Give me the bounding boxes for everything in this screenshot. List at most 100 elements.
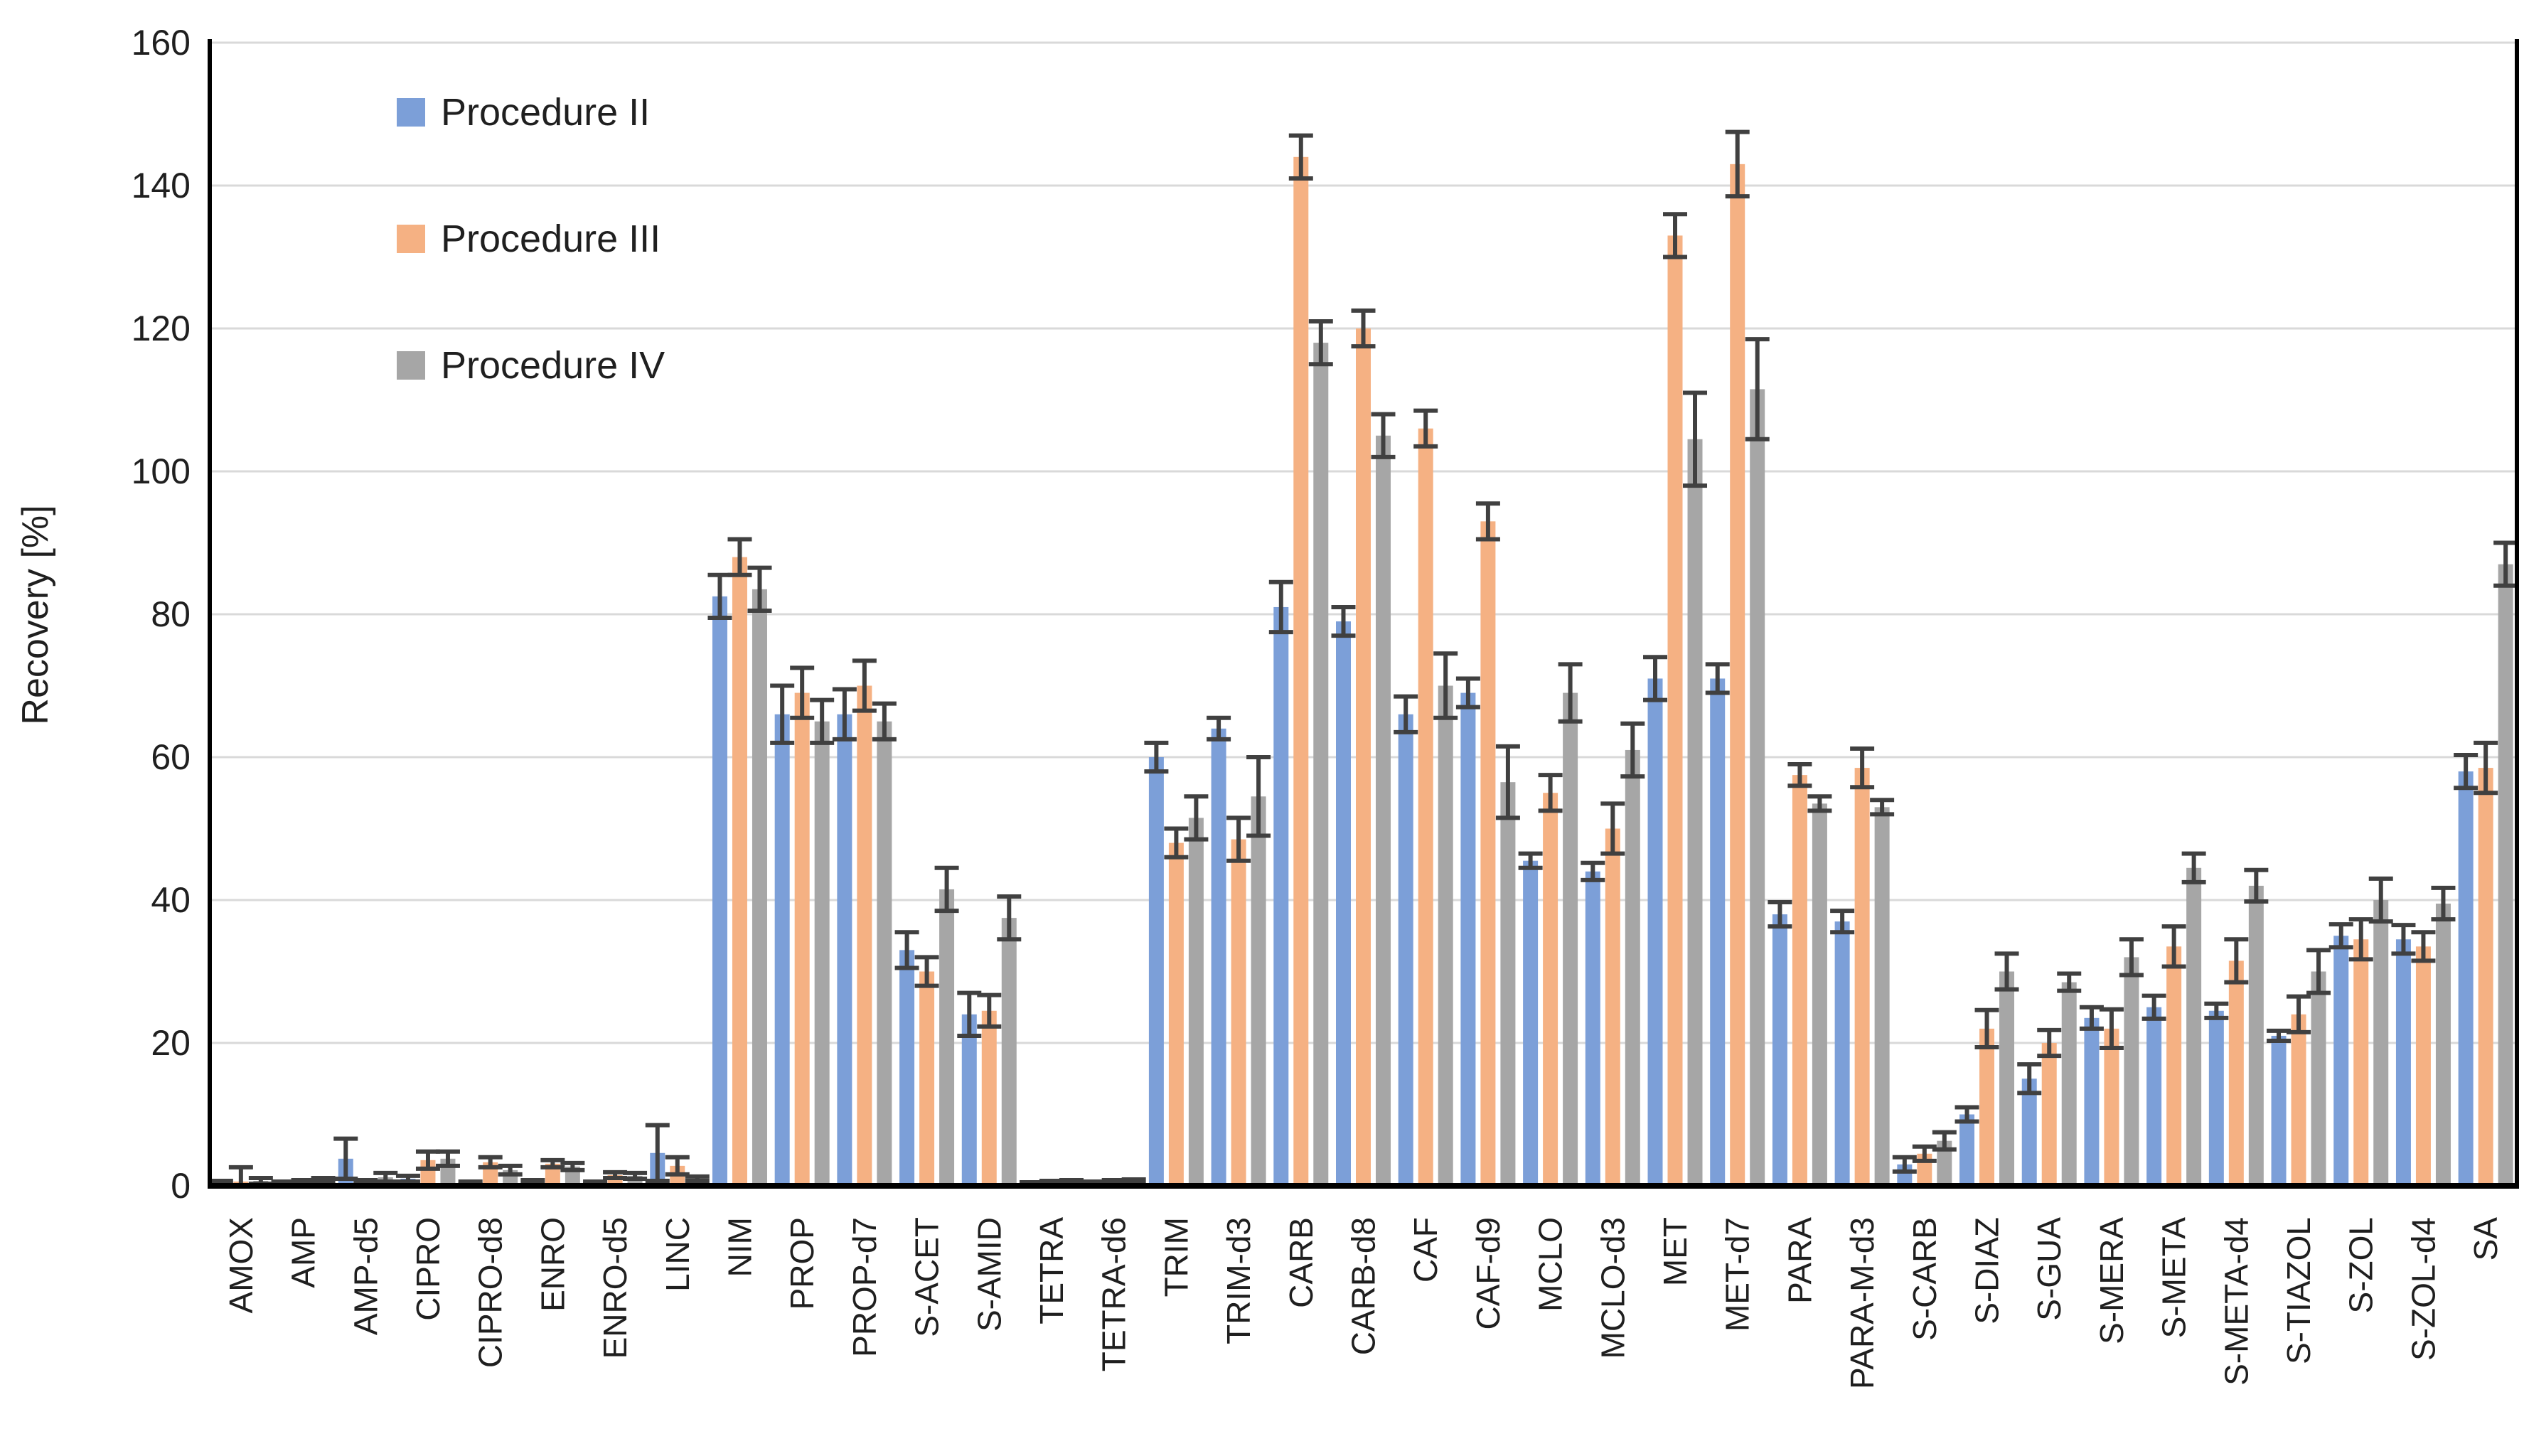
y-tick-label: 80 bbox=[151, 594, 191, 634]
bar-S-ZOL-d4 bbox=[2415, 946, 2431, 1186]
y-tick-labels: 0 20 40 60 80 100 120 140 160 bbox=[132, 23, 191, 1206]
bar-S-TIAZOL bbox=[2311, 971, 2326, 1186]
bar-TRIM-d3 bbox=[1251, 796, 1266, 1186]
bar-MET-d7 bbox=[1710, 678, 1726, 1186]
bar-S-META-d4 bbox=[2228, 960, 2244, 1186]
bar-S-CARB bbox=[1937, 1140, 1952, 1186]
bar-SA bbox=[2458, 771, 2474, 1186]
x-category-label: S-META bbox=[2156, 1217, 2193, 1339]
bar-CAF bbox=[1398, 714, 1413, 1186]
bar-TRIM bbox=[1148, 757, 1164, 1186]
x-category-label: NIM bbox=[721, 1217, 758, 1277]
bar-S-ZOL bbox=[2353, 939, 2369, 1186]
x-category-label: SA bbox=[2467, 1217, 2504, 1261]
series-procedure-ii bbox=[213, 596, 2474, 1186]
x-category-label: MCLO bbox=[1532, 1217, 1569, 1312]
series-procedure-iv bbox=[253, 343, 2513, 1187]
bar-S-ACET bbox=[899, 950, 915, 1186]
y-tick-label: 140 bbox=[132, 166, 191, 205]
bar-S-ZOL bbox=[2373, 900, 2389, 1186]
bar-CARB-d8 bbox=[1376, 435, 1391, 1186]
bar-CARB bbox=[1313, 343, 1329, 1187]
bar-S-META-d4 bbox=[2208, 1010, 2224, 1186]
legend-label: Procedure IV bbox=[441, 344, 665, 387]
series-procedure-iii bbox=[233, 156, 2493, 1187]
x-category-label: PARA bbox=[1781, 1217, 1818, 1304]
x-category-label: CARB bbox=[1283, 1217, 1320, 1308]
y-tick-label: 0 bbox=[171, 1166, 191, 1206]
bar-PROP bbox=[814, 721, 830, 1186]
x-category-label: MCLO-d3 bbox=[1594, 1217, 1631, 1359]
bar-PROP bbox=[794, 692, 810, 1186]
legend-item-procedure-iii: Procedure III bbox=[397, 218, 665, 260]
bar-PARA-M-d3 bbox=[1854, 768, 1870, 1186]
y-axis-title: Recovery [%] bbox=[15, 505, 56, 725]
bar-S-META-d4 bbox=[2248, 885, 2264, 1186]
legend-label: Procedure II bbox=[441, 91, 651, 134]
x-category-label: S-ZOL bbox=[2343, 1217, 2380, 1313]
x-category-label: S-CARB bbox=[1906, 1217, 1943, 1341]
bar-NIM bbox=[752, 589, 767, 1186]
legend: Procedure II Procedure III Procedure IV bbox=[397, 91, 665, 387]
bar-S-TIAZOL bbox=[2271, 1035, 2287, 1186]
bar-S-GUA bbox=[2061, 982, 2077, 1186]
x-category-label: S-DIAZ bbox=[1969, 1217, 2006, 1324]
y-tick-label: 160 bbox=[132, 23, 191, 63]
x-category-labels: AMOX AMP AMP-d5 CIPRO CIPRO-d8 ENRO ENRO-d5 LIN… bbox=[223, 1217, 2504, 1389]
bar-S-ZOL bbox=[2333, 936, 2349, 1186]
bar-NIM bbox=[732, 557, 747, 1186]
x-category-label: TETRA-d6 bbox=[1096, 1217, 1133, 1371]
bar-S-AMID bbox=[1001, 918, 1017, 1186]
bar-S-MERA bbox=[2084, 1017, 2100, 1186]
legend-swatch-procedure-iii bbox=[397, 225, 425, 253]
x-category-label: AMP-d5 bbox=[347, 1217, 384, 1335]
legend-swatch-procedure-ii bbox=[397, 98, 425, 127]
legend-item-procedure-ii: Procedure II bbox=[397, 91, 665, 134]
bar-SA bbox=[2478, 768, 2493, 1186]
x-category-label: TRIM bbox=[1157, 1217, 1194, 1297]
bar-S-DIAZ bbox=[1999, 971, 2015, 1186]
y-tick-label: 60 bbox=[151, 737, 191, 777]
bar-PARA-M-d3 bbox=[1834, 921, 1850, 1186]
bar-MCLO-d3 bbox=[1605, 828, 1620, 1186]
bar-NIM bbox=[712, 596, 727, 1186]
bar-MET-d7 bbox=[1730, 164, 1745, 1187]
bar-MCLO-d3 bbox=[1625, 749, 1640, 1186]
bar-TRIM-d3 bbox=[1231, 839, 1246, 1186]
x-category-label: CIPRO-d8 bbox=[472, 1217, 509, 1368]
error-bars bbox=[208, 129, 2518, 1188]
bar-TRIM-d3 bbox=[1211, 728, 1226, 1186]
x-category-label: TETRA bbox=[1033, 1217, 1070, 1324]
bar-CAF bbox=[1418, 428, 1433, 1187]
bar-S-META bbox=[2166, 946, 2182, 1186]
bar-MET-d7 bbox=[1750, 389, 1765, 1186]
bar-MCLO bbox=[1543, 793, 1558, 1186]
bar-S-ZOL-d4 bbox=[2435, 904, 2451, 1186]
x-category-label: LINC bbox=[659, 1217, 696, 1292]
bar-CAF-d9 bbox=[1500, 782, 1516, 1186]
x-category-label: AMP bbox=[285, 1217, 322, 1288]
bar-CAF-d9 bbox=[1460, 692, 1476, 1186]
y-tick-label: 20 bbox=[151, 1023, 191, 1063]
legend-label: Procedure III bbox=[441, 218, 661, 260]
bar-S-META bbox=[2186, 867, 2202, 1186]
bar-PARA bbox=[1792, 775, 1807, 1186]
bar-S-TIAZOL bbox=[2291, 1014, 2306, 1186]
x-category-label: CARB-d8 bbox=[1345, 1217, 1382, 1355]
x-category-label: AMOX bbox=[223, 1217, 260, 1313]
bar-MET bbox=[1647, 678, 1663, 1186]
bar-S-DIAZ bbox=[1979, 1028, 1995, 1186]
bars bbox=[213, 156, 2513, 1187]
bar-S-MERA bbox=[2124, 957, 2139, 1186]
bar-CIPRO bbox=[420, 1160, 436, 1186]
bar-S-DIAZ bbox=[1959, 1114, 1975, 1186]
bar-PARA-M-d3 bbox=[1874, 807, 1890, 1186]
y-tick-label: 120 bbox=[132, 309, 191, 348]
bar-S-GUA bbox=[2021, 1078, 2037, 1186]
legend-swatch-procedure-iv bbox=[397, 351, 425, 380]
x-category-label: MET-d7 bbox=[1719, 1217, 1756, 1332]
bar-S-ACET bbox=[919, 971, 935, 1186]
x-category-label: TRIM-d3 bbox=[1220, 1217, 1257, 1344]
